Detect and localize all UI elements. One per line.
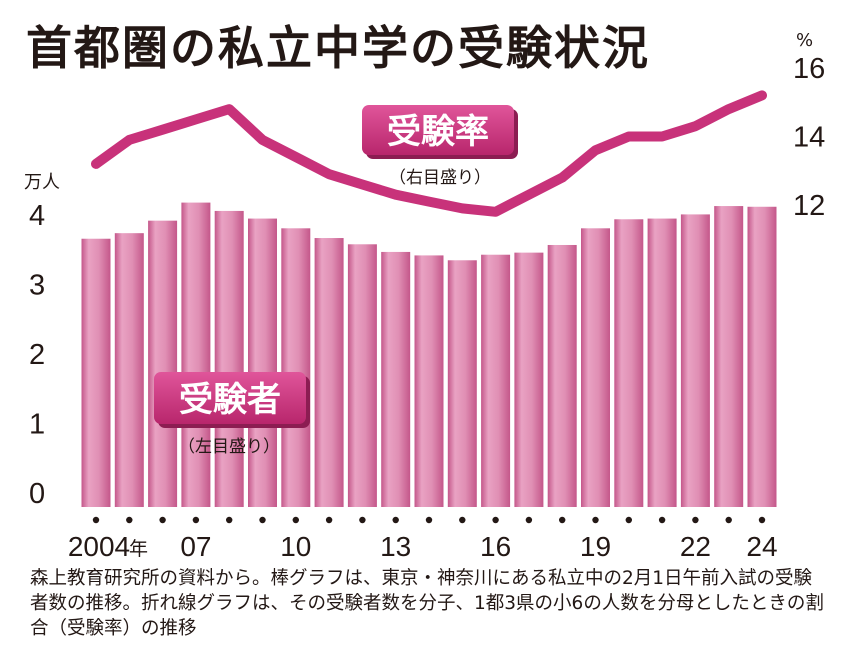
left-tick-label: 4 [29,200,45,232]
left-tick-label: 0 [29,478,45,510]
x-tick-dot [658,516,666,524]
x-label-suffix: 年 [129,538,148,560]
x-tick-dot [259,516,266,524]
bar-2005 [114,233,144,508]
x-tick-label: 19 [580,531,611,562]
x-tick-label: 16 [480,531,511,562]
x-tick-dot [392,516,399,524]
bar-2018 [547,244,577,508]
bar-2022 [680,214,710,507]
x-tick-dot [559,516,566,524]
x-tick-dot [226,516,233,524]
applicants-axis-note: （左目盛り） [178,437,280,457]
bar-2019 [581,228,610,507]
bar-2007 [181,202,211,507]
left-axis-unit: 万人 [24,172,60,193]
bar-2016 [481,254,511,507]
bar-2014 [414,255,444,507]
x-tick-dot [625,516,632,524]
applicants-badge: 受験者 [154,372,310,428]
line-series [91,90,767,217]
x-tick-label: 24 [746,531,777,562]
x-tick-label: 10 [280,531,311,562]
bar-2006 [148,220,178,507]
bar-2011 [314,238,344,507]
x-tick-dot [459,516,466,524]
x-tick-label: 22 [680,531,711,562]
bar-2013 [381,251,411,507]
rate-axis-note: （右目盛り） [389,168,491,188]
x-tick-label: 2004 [68,531,130,562]
right-tick-label: 16 [793,53,825,85]
x-tick-label: 07 [180,531,211,562]
bar-2024 [747,206,777,507]
bar-2004 [81,238,111,508]
bar-2009 [248,218,277,507]
x-tick-dot [425,516,433,524]
rate-badge: 受験率 [362,105,518,159]
bar-2010 [281,228,311,507]
bar-2023 [714,206,744,507]
left-tick-label: 2 [29,339,45,371]
x-tick-dot [692,516,699,524]
left-axis-ticks: 0 1 2 3 4 [29,200,45,510]
bar-2021 [647,218,677,507]
bar-2020 [614,219,644,507]
bar-2017 [514,252,544,507]
bar-2008 [214,210,244,507]
x-tick-dot [292,516,299,524]
x-tick-dot [359,516,366,524]
bar-series [81,202,777,508]
applicants-badge-label: 受験者 [179,380,281,420]
right-tick-label: 14 [793,122,825,154]
source-note: 森上教育研究所の資料から。棒グラフは、東京・神奈川にある私立中の2月1日午前入試… [30,568,824,639]
x-tick-dot [592,516,599,524]
x-tick-dot [192,516,200,524]
x-tick-dot [325,516,333,524]
right-tick-label: 12 [793,190,825,222]
chart-title: 首都圏の私立中学の受験状況 [26,21,650,75]
x-tick-dot [92,516,100,524]
x-tick-dot [758,516,766,524]
x-axis-dots [92,516,766,524]
x-tick-dot [492,516,499,524]
rate-line [91,90,767,217]
right-axis-ticks: 12 14 16 [793,53,825,222]
x-tick-dot [126,516,133,524]
bar-2012 [347,244,377,508]
rate-badge-label: 受験率 [387,112,489,152]
right-axis-unit: % [796,30,813,51]
x-tick-dot [159,516,166,524]
bar-2015 [447,260,477,507]
x-tick-dot [525,516,533,524]
x-tick-label: 13 [380,531,411,562]
x-tick-dot [725,516,732,524]
left-tick-label: 1 [29,409,45,441]
left-tick-label: 3 [29,270,45,302]
